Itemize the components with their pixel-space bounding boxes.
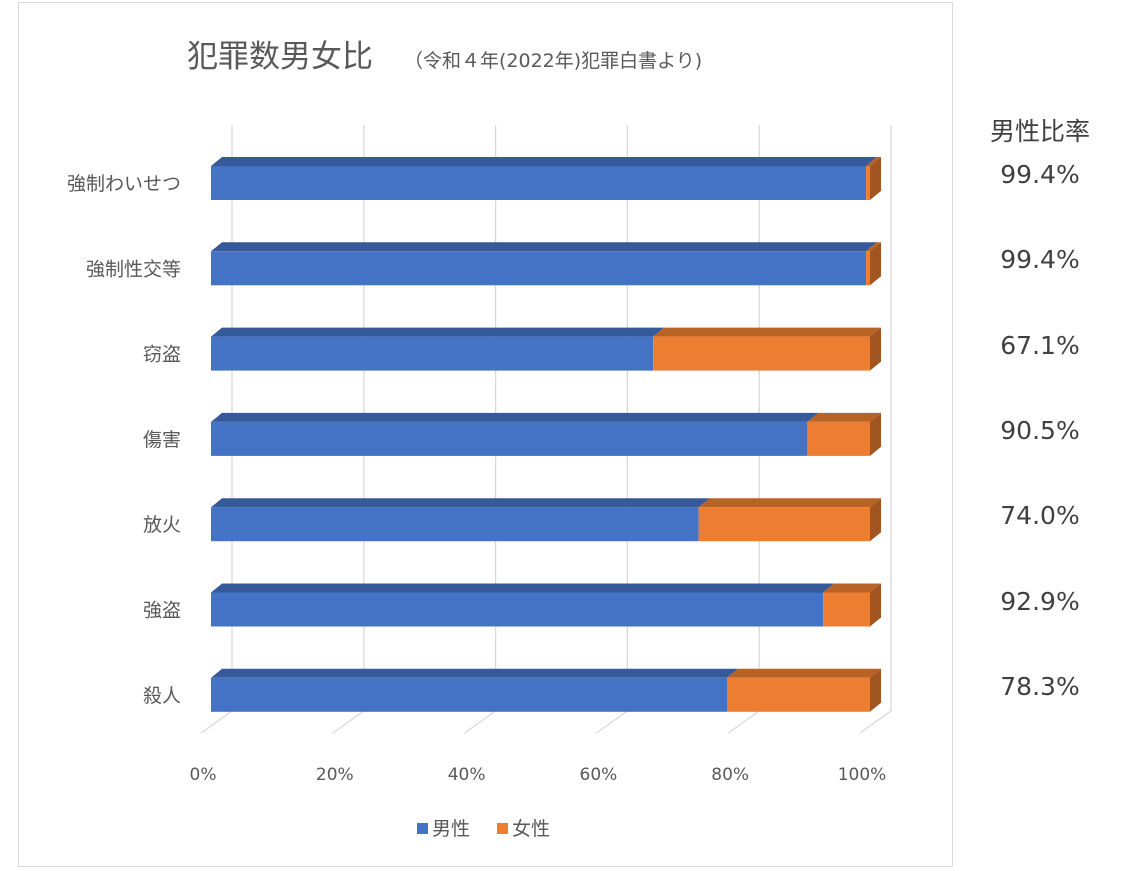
legend: 男性 女性 [417,818,550,840]
male-ratio-value: 99.4% [1000,160,1080,189]
bar-segment [807,412,881,456]
chart-svg: 犯罪数男女比 （令和４年(2022年)犯罪白書より) 強制わいせつ強制性交等窃盗… [67,39,892,840]
male-ratio-value: 74.0% [1000,501,1080,531]
bar-segment [211,157,878,200]
chart-title-group: 犯罪数男女比 （令和４年(2022年)犯罪白書より) [187,39,702,75]
bar-side-face [870,498,881,542]
x-tick-labels: 0% 20% 40% 60% 80% 100% [190,765,887,785]
male-ratio-value: 92.9% [1000,586,1080,616]
bar-segment [653,327,881,371]
x-tick-label: 20% [316,765,354,785]
bars [211,157,881,712]
chart-title: 犯罪数男女比 [187,39,373,75]
bar-side-face [870,412,881,456]
bar-segment [698,498,881,542]
category-label: 強制わいせつ [67,173,181,195]
bar-segment [211,327,665,371]
male-ratio-header: 男性比率 [989,117,1090,146]
x-tick-label: 40% [448,765,486,785]
bar-segment [211,242,878,286]
bar-segment [211,498,710,542]
male-ratio-value: 78.3% [1000,671,1080,701]
gridline-floor [727,710,760,734]
category-label: 傷害 [143,429,181,451]
bar-segment [211,412,819,456]
bar-side-face [870,242,881,286]
bar-segment [726,668,881,712]
bar-segment [866,157,881,200]
bar-side-face [870,583,881,627]
chart-subtitle: （令和４年(2022年)犯罪白書より) [404,50,702,72]
bar-segment [211,668,738,712]
category-label: 強制性交等 [86,258,181,280]
category-label: 窃盗 [143,344,181,366]
category-label: 殺人 [143,685,181,707]
legend-swatch [417,823,428,834]
category-label: 強盗 [143,600,181,622]
gridline-floor [596,710,628,734]
bar-segment [866,242,881,286]
legend-label: 女性 [512,818,550,840]
legend-label: 男性 [432,818,470,840]
x-tick-label: 0% [190,765,217,785]
bar-segment [823,583,881,627]
bar-side-face [870,157,881,200]
male-ratio-value: 67.1% [1000,330,1080,360]
gridline-floor [332,710,365,734]
male-ratio-value: 99.4% [1000,245,1080,275]
bar-side-face [870,327,881,371]
gridline-floor [464,710,496,734]
male-ratio-value: 90.5% [1000,415,1080,445]
legend-swatch [497,823,508,834]
gridline-floor [200,710,233,734]
chart-frame: 犯罪数男女比 （令和４年(2022年)犯罪白書より) 強制わいせつ強制性交等窃盗… [18,2,953,867]
x-tick-label: 60% [580,765,618,785]
gridline-floor [859,710,892,734]
x-tick-label: 80% [711,765,749,785]
bar-side-face [870,668,881,712]
x-tick-label: 100% [838,765,887,785]
bar-segment [211,583,835,627]
category-label: 放火 [143,514,181,536]
